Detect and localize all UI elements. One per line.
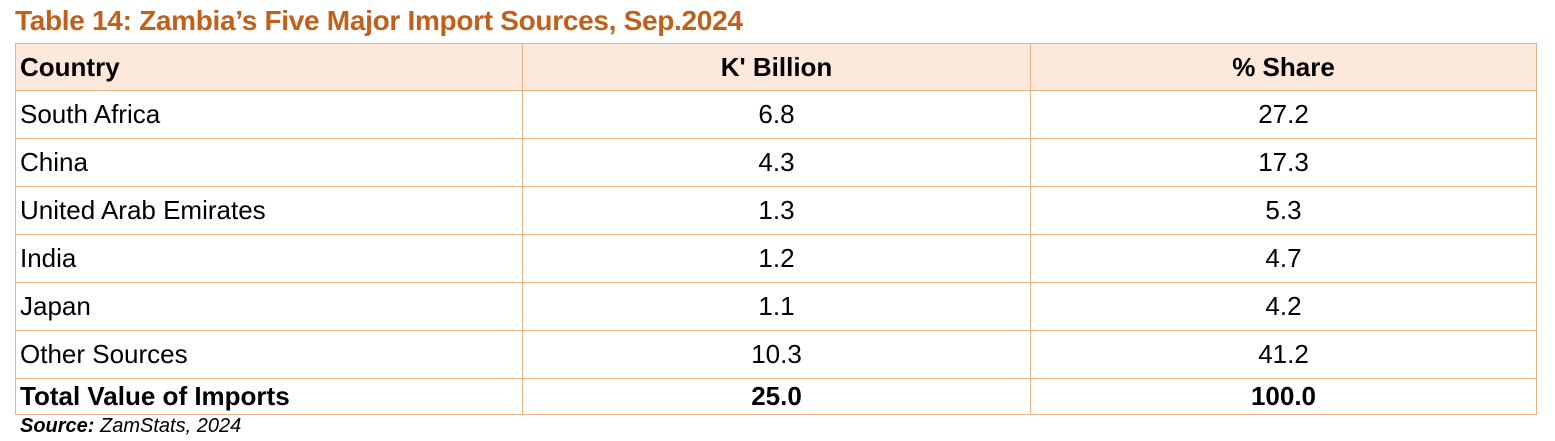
cell-country: India [15, 234, 523, 283]
table-row: Japan 1.1 4.2 [15, 282, 1537, 331]
cell-share: 5.3 [1030, 186, 1537, 235]
cell-share: 17.3 [1030, 138, 1537, 187]
table-row: India 1.2 4.7 [15, 234, 1537, 283]
cell-k-billion: 1.2 [522, 234, 1031, 283]
cell-k-billion: 6.8 [522, 90, 1031, 139]
cell-country: Other Sources [15, 330, 523, 379]
table-title: Table 14: Zambia’s Five Major Import Sou… [15, 5, 743, 36]
source-text: ZamStats, 2024 [100, 415, 242, 437]
cell-k-billion: 4.3 [522, 138, 1031, 187]
table-row: United Arab Emirates 1.3 5.3 [15, 186, 1537, 235]
cell-share: 27.2 [1030, 90, 1537, 139]
source-note: Source: ZamStats, 2024 [20, 414, 241, 438]
table-row: China 4.3 17.3 [15, 138, 1537, 187]
cell-share: 41.2 [1030, 330, 1537, 379]
cell-k-billion: 1.3 [522, 186, 1031, 235]
header-k-billion: K' Billion [522, 43, 1031, 91]
cell-k-billion: 10.3 [522, 330, 1031, 379]
cell-country: China [15, 138, 523, 187]
total-share: 100.0 [1030, 378, 1537, 415]
cell-k-billion: 1.1 [522, 282, 1031, 331]
table-header-row: Country K' Billion % Share [15, 43, 1537, 91]
imports-table: Country K' Billion % Share South Africa … [15, 43, 1537, 415]
total-label: Total Value of Imports [15, 378, 523, 415]
source-label: Source: [20, 415, 95, 437]
header-share: % Share [1030, 43, 1537, 91]
table-row: South Africa 6.8 27.2 [15, 90, 1537, 139]
header-country: Country [15, 43, 523, 91]
cell-country: Japan [15, 282, 523, 331]
cell-share: 4.7 [1030, 234, 1537, 283]
cell-country: United Arab Emirates [15, 186, 523, 235]
cell-country: South Africa [15, 90, 523, 139]
cell-share: 4.2 [1030, 282, 1537, 331]
table-row: Other Sources 10.3 41.2 [15, 330, 1537, 379]
total-k-billion: 25.0 [522, 378, 1031, 415]
total-row: Total Value of Imports 25.0 100.0 [15, 378, 1537, 415]
